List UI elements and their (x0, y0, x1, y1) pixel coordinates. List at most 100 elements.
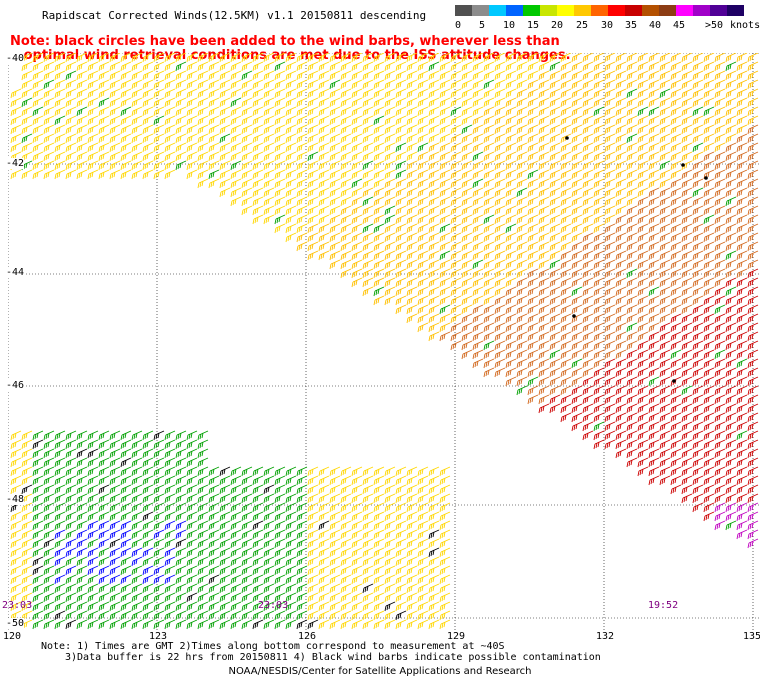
wind-barb (10, 484, 22, 495)
wind-barb (98, 547, 110, 558)
wind-barb (472, 331, 484, 342)
wind-barb (208, 133, 220, 144)
wind-barb (131, 79, 143, 90)
wind-barb (175, 88, 187, 99)
wind-barb (582, 232, 594, 243)
wind-barb (120, 520, 132, 531)
wind-barb (65, 151, 77, 162)
wind-barb (384, 610, 396, 621)
wind-barb (98, 475, 110, 486)
wind-barb (593, 403, 605, 414)
wind-barb (736, 457, 748, 468)
wind-barb (131, 124, 143, 135)
wind-barb (483, 367, 495, 378)
wind-barb (450, 133, 462, 144)
wind-barb (450, 322, 462, 333)
wind-barb (417, 556, 429, 567)
wind-barb (615, 97, 627, 108)
wind-barb (362, 241, 374, 252)
wind-barb (329, 160, 341, 171)
wind-barb (483, 178, 495, 189)
wind-barb (241, 610, 253, 621)
wind-barb (615, 295, 627, 306)
wind-barb (373, 295, 385, 306)
wind-barb (604, 295, 616, 306)
wind-barb (648, 376, 660, 387)
wind-barb (285, 484, 297, 495)
wind-barb (318, 601, 330, 612)
wind-barb (32, 502, 44, 513)
wind-barb-map[interactable] (8, 53, 760, 632)
wind-barb (395, 565, 407, 576)
wind-barb (263, 53, 275, 63)
wind-barb (395, 295, 407, 306)
wind-barb (549, 232, 561, 243)
wind-barb (582, 187, 594, 198)
wind-barb (725, 421, 737, 432)
wind-barb (175, 619, 187, 630)
wind-barb (560, 70, 572, 81)
wind-barb (439, 115, 451, 126)
wind-barb (615, 304, 627, 315)
wind-barb (65, 574, 77, 585)
wind-barb (10, 133, 22, 144)
legend-tick-label: 10 (503, 20, 516, 31)
wind-barb (582, 403, 594, 414)
wind-barb (395, 115, 407, 126)
wind-barb (439, 178, 451, 189)
wind-barb (659, 475, 671, 486)
wind-barb (230, 574, 242, 585)
wind-barb (54, 106, 66, 117)
wind-barb (461, 304, 473, 315)
wind-barb (725, 394, 737, 405)
wind-barb (538, 277, 550, 288)
wind-barb (384, 133, 396, 144)
wind-barb (10, 475, 22, 486)
wind-barb (65, 70, 77, 81)
wind-barb (648, 133, 660, 144)
wind-barb (153, 556, 165, 567)
wind-barb (329, 601, 341, 612)
wind-barb (296, 133, 308, 144)
wind-barb (340, 547, 352, 558)
wind-barb (131, 457, 143, 468)
wind-barb (439, 547, 451, 558)
wind-barb (538, 403, 550, 414)
wind-barb (725, 277, 737, 288)
wind-barb (109, 169, 121, 180)
wind-barb (626, 448, 638, 459)
wind-barb (549, 358, 561, 369)
wind-barb (87, 547, 99, 558)
wind-barb (615, 385, 627, 396)
wind-barb (747, 223, 759, 234)
wind-barb (164, 439, 176, 450)
wind-barb (560, 403, 572, 414)
wind-barb (142, 151, 154, 162)
wind-barb (461, 187, 473, 198)
wind-barb (428, 313, 440, 324)
wind-barb (604, 277, 616, 288)
wind-barb (164, 53, 176, 63)
wind-barb (131, 511, 143, 522)
wind-barb (571, 367, 583, 378)
wind-barb (494, 358, 506, 369)
wind-barb (307, 511, 319, 522)
wind-barb (417, 142, 429, 153)
wind-barb (439, 304, 451, 315)
wind-barb (208, 610, 220, 621)
wind-barb (351, 268, 363, 279)
wind-barb (461, 286, 473, 297)
wind-barb (615, 214, 627, 225)
wind-barb (153, 475, 165, 486)
wind-barb (714, 160, 726, 171)
wind-barb (98, 61, 110, 72)
wind-barb (87, 133, 99, 144)
wind-barb (714, 70, 726, 81)
wind-barb (362, 538, 374, 549)
wind-map-plot[interactable] (8, 53, 760, 632)
wind-barb (406, 502, 418, 513)
wind-barb (582, 340, 594, 351)
wind-barb (450, 169, 462, 180)
wind-barb (131, 529, 143, 540)
wind-barb (208, 142, 220, 153)
